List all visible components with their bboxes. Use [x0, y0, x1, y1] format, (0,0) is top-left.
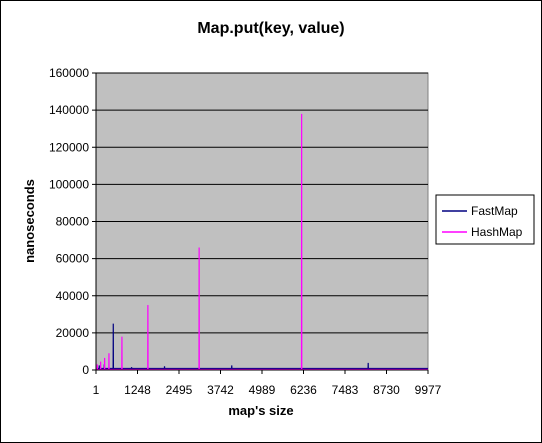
series-line-fastmap	[96, 323, 428, 370]
y-tick-label: 60000	[56, 252, 90, 266]
x-tick-label: 9977	[415, 383, 442, 397]
series-line-hashmap	[96, 113, 428, 371]
y-tick-label: 0	[82, 363, 89, 377]
legend-label-hashmap: HashMap	[471, 225, 523, 239]
y-tick-label: 40000	[56, 289, 90, 303]
y-tick-labels: 0 20000 40000 60000 80000 100000 120000 140000 1…	[49, 66, 89, 377]
series-layer	[96, 113, 428, 371]
y-tick-label: 20000	[56, 326, 90, 340]
x-tick-labels: 1 1248 2495 3742 4989 6236 7483 8730 9977	[93, 383, 442, 397]
y-tick-label: 100000	[49, 177, 89, 191]
x-tick-label: 7483	[332, 383, 359, 397]
y-tick-label: 120000	[49, 140, 89, 154]
axes	[92, 72, 429, 374]
x-tick-label: 1248	[124, 383, 151, 397]
x-tick-label: 2495	[166, 383, 193, 397]
legend-label-fastmap: FastMap	[471, 204, 518, 218]
chart-title: Map.put(key, value)	[197, 20, 344, 37]
grid-lines	[96, 72, 428, 334]
x-tick-label: 4989	[249, 383, 276, 397]
legend: FastMap HashMap	[435, 194, 535, 245]
y-tick-label: 160000	[49, 66, 89, 80]
legend-box	[435, 194, 535, 245]
y-tick-label: 140000	[49, 103, 89, 117]
x-tick-label: 6236	[290, 383, 317, 397]
x-axis-title: map's size	[228, 403, 293, 418]
x-tick-label: 8730	[373, 383, 400, 397]
x-tick-label: 3742	[207, 383, 234, 397]
y-axis-title: nanoseconds	[22, 179, 37, 263]
y-tick-label: 80000	[56, 215, 90, 229]
x-tick-label: 1	[93, 383, 100, 397]
